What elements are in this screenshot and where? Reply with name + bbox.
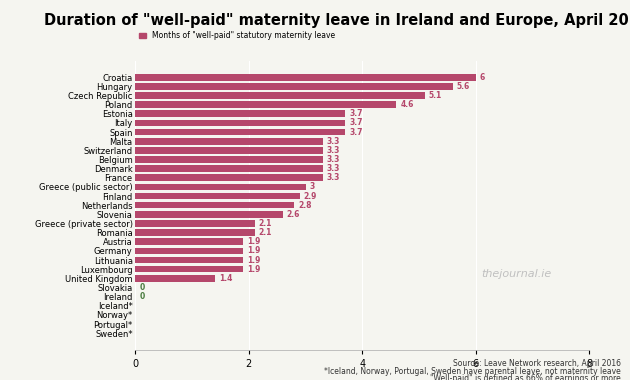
Text: thejournal.ie: thejournal.ie <box>481 269 552 279</box>
Text: 1.9: 1.9 <box>247 246 261 255</box>
Bar <box>135 120 345 126</box>
Text: 0: 0 <box>139 292 145 301</box>
Text: 1.4: 1.4 <box>219 274 232 283</box>
Bar <box>135 111 345 117</box>
Text: 1.9: 1.9 <box>247 265 261 274</box>
Bar <box>135 202 294 209</box>
Text: 3: 3 <box>309 182 315 192</box>
Bar <box>135 184 306 190</box>
Bar <box>135 138 323 144</box>
Text: 2.9: 2.9 <box>304 192 318 201</box>
Text: 3.3: 3.3 <box>326 155 340 164</box>
Text: 3.3: 3.3 <box>326 173 340 182</box>
Bar <box>135 165 323 172</box>
Text: 1.9: 1.9 <box>247 255 261 264</box>
Text: 3.7: 3.7 <box>349 119 363 127</box>
Text: 2.8: 2.8 <box>298 201 312 210</box>
Bar <box>135 248 243 254</box>
Text: 1.9: 1.9 <box>247 237 261 246</box>
Text: 3.3: 3.3 <box>326 164 340 173</box>
Bar <box>135 92 425 99</box>
Legend: Months of "well-paid" statutory maternity leave: Months of "well-paid" statutory maternit… <box>139 32 335 40</box>
Bar <box>135 266 243 272</box>
Bar <box>135 239 243 245</box>
Text: *Iceland, Norway, Portugal, Sweden have parental leave, not maternity leave: *Iceland, Norway, Portugal, Sweden have … <box>324 367 621 376</box>
Bar <box>135 193 300 200</box>
Text: "Well-paid" is defined as 66% of earnings or more: "Well-paid" is defined as 66% of earning… <box>430 374 621 380</box>
Text: 2.1: 2.1 <box>258 228 272 237</box>
Bar <box>135 174 323 181</box>
Bar <box>135 147 323 154</box>
Bar <box>135 275 215 282</box>
Bar <box>135 129 345 135</box>
Bar <box>135 74 476 81</box>
Bar <box>135 230 255 236</box>
Text: Duration of "well-paid" maternity leave in Ireland and Europe, April 2016: Duration of "well-paid" maternity leave … <box>44 13 630 28</box>
Text: Source: Leave Network research, April 2016: Source: Leave Network research, April 20… <box>452 359 621 368</box>
Text: 3.3: 3.3 <box>326 137 340 146</box>
Bar <box>135 101 396 108</box>
Bar <box>135 83 453 90</box>
Text: 5.6: 5.6 <box>457 82 470 91</box>
Text: 4.6: 4.6 <box>400 100 414 109</box>
Text: 2.6: 2.6 <box>287 210 301 219</box>
Text: 6: 6 <box>479 73 485 82</box>
Text: 3.7: 3.7 <box>349 128 363 136</box>
Text: 5.1: 5.1 <box>428 91 442 100</box>
Text: 3.3: 3.3 <box>326 146 340 155</box>
Text: 2.1: 2.1 <box>258 219 272 228</box>
Text: 0: 0 <box>139 283 145 292</box>
Bar <box>135 156 323 163</box>
Bar <box>135 220 255 227</box>
Bar <box>135 211 283 218</box>
Bar <box>135 257 243 263</box>
Text: 3.7: 3.7 <box>349 109 363 118</box>
